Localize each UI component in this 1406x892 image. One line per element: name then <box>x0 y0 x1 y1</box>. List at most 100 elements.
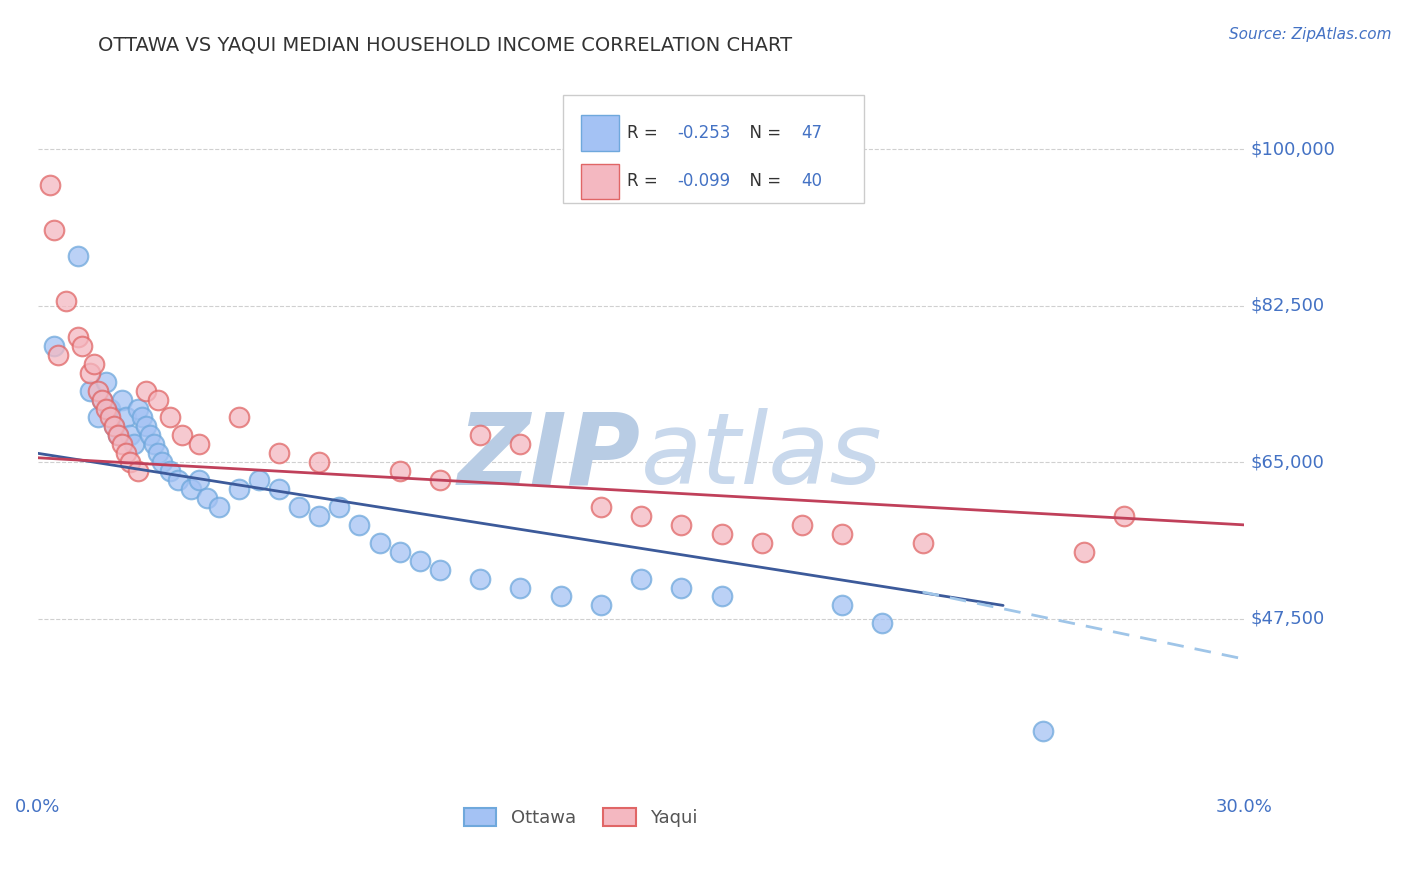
Text: 40: 40 <box>801 172 823 190</box>
Point <box>120 455 142 469</box>
Point <box>103 419 125 434</box>
Point <box>429 563 451 577</box>
Legend: Ottawa, Yaqui: Ottawa, Yaqui <box>457 801 704 834</box>
Point <box>589 599 612 613</box>
Point <box>55 294 77 309</box>
Point <box>120 428 142 442</box>
Point <box>831 526 853 541</box>
Point <box>94 401 117 416</box>
Point <box>98 410 121 425</box>
Point <box>388 545 411 559</box>
Point <box>91 392 114 407</box>
Text: R =: R = <box>627 172 662 190</box>
Point <box>107 428 129 442</box>
Point <box>148 392 170 407</box>
Point <box>247 473 270 487</box>
Point <box>70 339 93 353</box>
Point <box>83 357 105 371</box>
Point <box>429 473 451 487</box>
Point <box>388 464 411 478</box>
Text: $100,000: $100,000 <box>1250 140 1336 158</box>
Point <box>150 455 173 469</box>
Point <box>630 572 652 586</box>
Text: $47,500: $47,500 <box>1250 610 1324 628</box>
Point <box>872 616 894 631</box>
Point <box>509 581 531 595</box>
Point <box>911 535 934 549</box>
Point <box>180 482 202 496</box>
Point <box>1073 545 1095 559</box>
Text: $82,500: $82,500 <box>1250 297 1324 315</box>
Text: -0.099: -0.099 <box>678 172 730 190</box>
FancyBboxPatch shape <box>562 95 865 202</box>
Point <box>42 222 65 236</box>
Point <box>328 500 350 514</box>
Text: Source: ZipAtlas.com: Source: ZipAtlas.com <box>1229 27 1392 42</box>
Point <box>308 455 330 469</box>
Point <box>630 508 652 523</box>
Point <box>550 590 572 604</box>
Point <box>103 419 125 434</box>
Point <box>228 410 250 425</box>
Point <box>790 517 813 532</box>
Point <box>470 428 492 442</box>
Point <box>308 508 330 523</box>
Point <box>111 437 134 451</box>
Point <box>288 500 311 514</box>
FancyBboxPatch shape <box>581 163 619 199</box>
Text: R =: R = <box>627 124 662 142</box>
Point <box>267 482 290 496</box>
Point <box>107 428 129 442</box>
Text: atlas: atlas <box>641 409 883 506</box>
Point <box>91 392 114 407</box>
Point <box>46 348 69 362</box>
Point <box>187 437 209 451</box>
Point <box>1112 508 1135 523</box>
Point <box>115 410 138 425</box>
Point <box>710 526 733 541</box>
Point <box>159 410 181 425</box>
Point <box>159 464 181 478</box>
Point <box>115 446 138 460</box>
Point <box>409 554 432 568</box>
Point <box>671 581 693 595</box>
Point <box>127 401 149 416</box>
Point <box>470 572 492 586</box>
Text: -0.253: -0.253 <box>678 124 731 142</box>
Point <box>1032 723 1054 738</box>
Text: N =: N = <box>738 124 786 142</box>
Point <box>135 419 157 434</box>
Point <box>172 428 194 442</box>
Text: N =: N = <box>738 172 786 190</box>
Point <box>228 482 250 496</box>
Point <box>671 517 693 532</box>
Point <box>79 366 101 380</box>
Point <box>751 535 773 549</box>
Text: ZIP: ZIP <box>458 409 641 506</box>
Point <box>267 446 290 460</box>
Point <box>111 392 134 407</box>
Point <box>122 437 145 451</box>
Point <box>195 491 218 505</box>
FancyBboxPatch shape <box>581 115 619 151</box>
Point <box>94 375 117 389</box>
Point <box>98 401 121 416</box>
Point <box>349 517 371 532</box>
Point <box>187 473 209 487</box>
Point <box>42 339 65 353</box>
Point <box>79 384 101 398</box>
Text: $65,000: $65,000 <box>1250 453 1324 471</box>
Text: OTTAWA VS YAQUI MEDIAN HOUSEHOLD INCOME CORRELATION CHART: OTTAWA VS YAQUI MEDIAN HOUSEHOLD INCOME … <box>98 36 793 54</box>
Point <box>167 473 190 487</box>
Text: 47: 47 <box>801 124 823 142</box>
Point <box>87 410 110 425</box>
Point <box>135 384 157 398</box>
Point <box>66 249 89 263</box>
Point <box>66 330 89 344</box>
Point <box>127 464 149 478</box>
Point <box>139 428 162 442</box>
Point <box>38 178 60 192</box>
Point <box>589 500 612 514</box>
Point <box>131 410 153 425</box>
Point <box>710 590 733 604</box>
